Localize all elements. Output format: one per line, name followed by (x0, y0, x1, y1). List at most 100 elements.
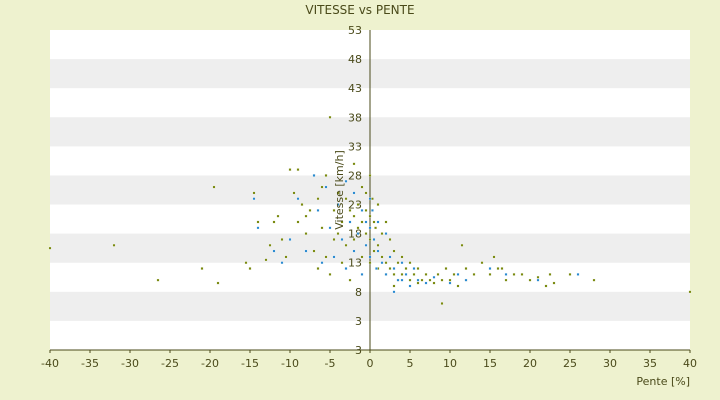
data-point-blue (372, 238, 376, 241)
data-point-blue (348, 220, 352, 224)
data-point-green (544, 284, 548, 288)
data-point-green (552, 281, 556, 285)
data-point-green (364, 191, 368, 195)
data-point-green (336, 232, 340, 235)
data-point-green (432, 281, 436, 285)
x-tick-label: 0 (367, 357, 374, 370)
data-point-green (292, 191, 296, 195)
data-point-green (272, 220, 276, 224)
data-point-blue (576, 273, 580, 276)
x-tick-label: -10 (281, 357, 299, 370)
data-point-green (360, 185, 364, 189)
data-point-green (456, 284, 460, 288)
data-point-green (348, 209, 352, 212)
data-point-blue (324, 185, 328, 189)
data-point-green (512, 273, 516, 276)
data-point-green (412, 273, 416, 276)
data-point-green (376, 203, 380, 206)
y-tick-label: 48 (348, 53, 362, 66)
data-point-blue (344, 179, 348, 183)
data-point-green (568, 273, 572, 276)
data-point-green (380, 232, 384, 235)
data-point-green (548, 273, 552, 276)
data-point-blue (396, 278, 400, 282)
data-point-green (356, 203, 360, 206)
data-point-green (396, 261, 400, 265)
data-point-green (328, 273, 332, 276)
data-point-green (332, 209, 336, 212)
data-point-blue (375, 267, 378, 270)
data-point-blue (340, 238, 344, 241)
data-point-green (416, 281, 420, 285)
data-point-green (248, 267, 252, 270)
data-point-blue (400, 261, 404, 265)
y-tick-label: 13 (348, 257, 362, 270)
data-point-green (368, 214, 372, 218)
x-tick-label: -40 (41, 357, 59, 370)
y-tick-label: 3 (355, 315, 362, 328)
data-point-green (452, 273, 456, 276)
data-point-green (276, 214, 280, 218)
data-point-green (216, 281, 220, 285)
data-point-green (408, 278, 412, 282)
data-point-green (400, 255, 404, 259)
data-point-green (280, 238, 284, 241)
data-point-blue (384, 273, 388, 276)
x-tick-label: -20 (201, 357, 219, 370)
data-point-green (500, 267, 504, 270)
data-point-blue (252, 197, 256, 201)
data-point-green (480, 261, 484, 265)
data-point-green (348, 278, 352, 282)
x-axis-label: Pente [%] (636, 375, 690, 388)
data-point-blue (408, 284, 412, 288)
data-point-blue (368, 226, 372, 230)
y-tick-label: 33 (348, 140, 362, 153)
data-point-blue (448, 281, 452, 285)
data-point-green (320, 185, 324, 189)
data-point-green (392, 284, 396, 288)
x-tick-label: 35 (643, 357, 657, 370)
data-point-blue (416, 278, 420, 282)
data-point-green (360, 255, 364, 259)
data-point-blue (376, 220, 380, 224)
y-tick-label: 43 (348, 82, 362, 95)
data-point-green (400, 273, 404, 276)
x-tick-label: 30 (603, 357, 617, 370)
x-tick-label: -25 (161, 357, 179, 370)
y-tick-label: 53 (348, 24, 362, 37)
y-tick-label: 8 (355, 286, 362, 299)
data-point-green (376, 243, 380, 247)
x-tick-label: 25 (563, 357, 577, 370)
data-point-green (48, 246, 52, 250)
data-point-blue (272, 249, 276, 253)
x-tick-label: 5 (407, 357, 414, 370)
data-point-blue (328, 226, 332, 230)
data-point-blue (504, 273, 508, 276)
data-point-blue (320, 261, 324, 265)
data-point-green (372, 249, 376, 253)
x-tick-label: -5 (325, 357, 336, 370)
data-point-blue (296, 197, 300, 201)
data-point-green (528, 278, 532, 282)
data-point-blue (356, 232, 360, 235)
data-point-green (252, 191, 256, 195)
data-point-green (364, 209, 368, 212)
data-point-blue (352, 191, 356, 195)
data-point-green (472, 273, 476, 276)
x-tick-label: -35 (81, 357, 99, 370)
data-point-green (340, 261, 344, 265)
data-point-blue (384, 232, 388, 235)
data-point-green (408, 261, 412, 265)
data-point-blue (371, 209, 374, 212)
data-point-green (212, 185, 216, 189)
data-point-blue (368, 255, 372, 259)
data-point-green (372, 220, 376, 224)
data-point-blue (536, 278, 540, 282)
data-point-green (384, 261, 388, 265)
data-point-green (420, 278, 424, 282)
data-point-green (316, 267, 320, 270)
data-point-green (304, 232, 308, 235)
data-point-green (284, 255, 288, 259)
data-point-green (520, 273, 524, 276)
